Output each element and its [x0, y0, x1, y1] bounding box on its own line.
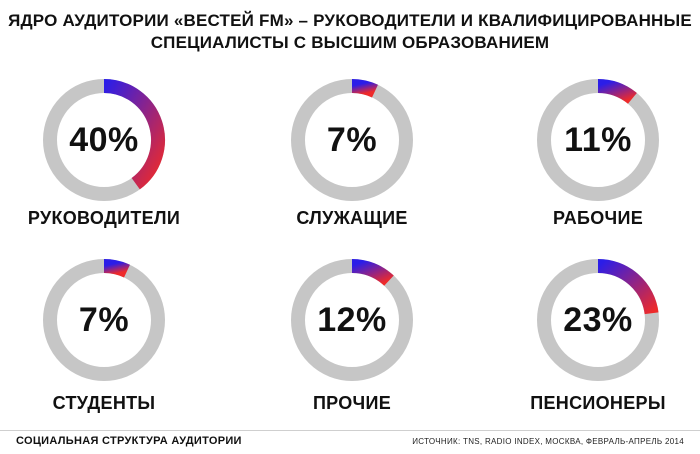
- donut-category-label: ПЕНСИОНЕРЫ: [530, 393, 666, 413]
- donut-value-label: 7%: [78, 301, 130, 339]
- donut-category-label: РУКОВОДИТЕЛИ: [27, 208, 181, 228]
- donut-card-students: 7% СТУДЕНТЫ: [24, 257, 184, 427]
- donut-card-other: 12% ПРОЧИЕ: [272, 257, 432, 427]
- donut-arc: [351, 79, 378, 98]
- donut-value-label: 7%: [326, 121, 378, 159]
- donut-value-label: 12%: [317, 301, 387, 339]
- chart-title-line-1: ЯДРО АУДИТОРИИ «ВЕСТЕЙ FM» – РУКОВОДИТЕЛ…: [8, 11, 692, 30]
- donut-category-label: РАБОЧИЕ: [552, 208, 644, 228]
- donut-arc: [103, 79, 165, 190]
- donut-category-label: СЛУЖАЩИЕ: [296, 208, 408, 228]
- donut-value-label: 23%: [563, 301, 633, 339]
- chart-title: ЯДРО АУДИТОРИИ «ВЕСТЕЙ FM» – РУКОВОДИТЕЛ…: [0, 10, 700, 54]
- donut-chart-students: [43, 259, 165, 381]
- donut-chart-other: [291, 259, 413, 381]
- donut-card-pensioners: 23% ПЕНСИОНЕРЫ: [518, 257, 678, 427]
- donut-value-label: 40%: [69, 121, 139, 159]
- donut-value-label: 11%: [564, 121, 632, 159]
- footer-caption: СОЦИАЛЬНАЯ СТРУКТУРА АУДИТОРИИ: [16, 435, 242, 447]
- donut-arc: [351, 259, 394, 286]
- chart-title-line-2: СПЕЦИАЛИСТЫ С ВЫСШИМ ОБРАЗОВАНИЕМ: [150, 33, 550, 52]
- donut-chart-pensioners: [537, 259, 659, 381]
- footer-divider: [0, 430, 700, 431]
- donut-card-managers: 40% РУКОВОДИТЕЛИ: [24, 77, 184, 247]
- donut-card-employees: 7% СЛУЖАЩИЕ: [272, 77, 432, 247]
- donut-chart-workers: [537, 79, 659, 201]
- donut-chart-employees: [291, 79, 413, 201]
- donut-chart-managers: [43, 79, 165, 201]
- donut-category-label: ПРОЧИЕ: [312, 393, 392, 413]
- donut-arc: [103, 259, 130, 278]
- donut-category-label: СТУДЕНТЫ: [52, 393, 156, 413]
- donut-card-workers: 11% РАБОЧИЕ: [518, 77, 678, 247]
- donut-arc: [597, 259, 659, 315]
- source-note: ИСТОЧНИК: TNS, RADIO INDEX, МОСКВА, ФЕВР…: [412, 437, 684, 446]
- donut-arc: [597, 79, 637, 104]
